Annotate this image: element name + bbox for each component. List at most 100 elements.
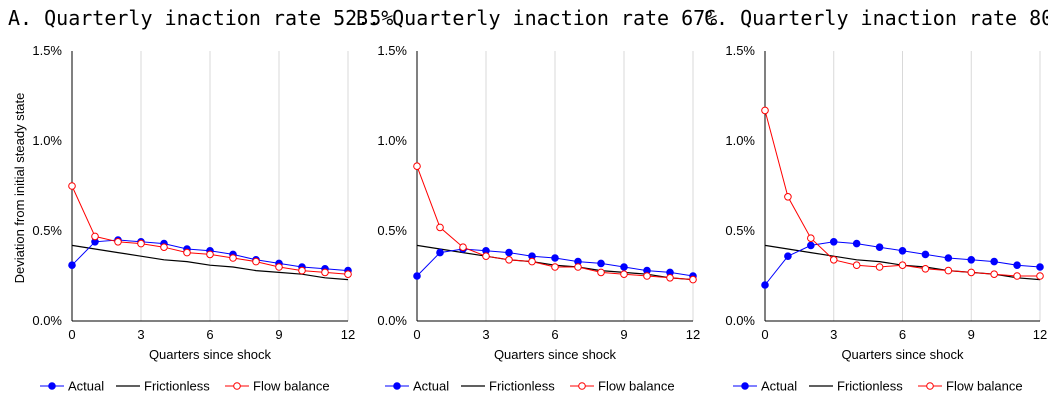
data-point-actual — [829, 238, 838, 246]
data-point-flow-balance — [829, 256, 838, 264]
data-point-actual — [505, 248, 513, 257]
data-point-actual — [990, 257, 998, 266]
x-tick-label: 0 — [68, 327, 75, 342]
x-axis-label: Quarters since shock — [841, 347, 964, 362]
y-tick-label: 0.5% — [377, 223, 407, 238]
y-tick-label: 0.0% — [32, 313, 62, 328]
data-point-flow-balance — [597, 268, 605, 277]
data-point-flow-balance — [643, 272, 651, 280]
data-point-flow-balance — [344, 270, 352, 279]
data-point-actual — [1013, 261, 1021, 270]
x-tick-label: 6 — [551, 327, 558, 342]
chart-panel-a: A. Quarterly inaction rate 52.5% 0.0% 0.5%… — [8, 6, 393, 394]
data-point-flow-balance — [551, 263, 559, 271]
data-point-flow-balance — [666, 274, 674, 282]
legend-marker-actual — [393, 382, 401, 390]
data-point-actual — [620, 263, 628, 271]
legend-marker-flow-balance — [578, 382, 586, 390]
legend-label-frictionless: Frictionless — [144, 379, 210, 394]
data-point-flow-balance — [252, 257, 260, 266]
data-point-actual — [807, 241, 815, 250]
data-point-flow-balance — [229, 254, 237, 262]
data-point-flow-balance — [275, 263, 283, 271]
data-point-actual — [852, 239, 861, 248]
x-tick-label: 6 — [206, 327, 213, 342]
panel-title: B. Quarterly inaction rate 67% — [356, 6, 717, 30]
data-point-actual — [68, 261, 76, 270]
data-point-actual — [944, 254, 953, 262]
y-axis-label: Deviation from initial steady state — [12, 93, 27, 284]
x-tick-label: 9 — [620, 327, 627, 342]
data-point-flow-balance — [183, 248, 191, 257]
x-axis-label: Quarters since shock — [494, 347, 617, 362]
data-point-flow-balance — [1036, 272, 1044, 280]
y-tick-label: 0.5% — [32, 223, 62, 238]
data-point-flow-balance — [436, 223, 444, 232]
data-point-actual — [551, 254, 559, 262]
legend-marker-actual — [48, 382, 56, 390]
chart-panel-c: C. Quarterly inaction rate 80% 0.0% 0.5% 1.… — [704, 6, 1048, 394]
y-tick-label: 0.0% — [377, 313, 407, 328]
data-point-flow-balance — [852, 261, 861, 270]
legend-label-frictionless: Frictionless — [837, 379, 903, 394]
legend-marker-flow-balance — [926, 382, 934, 390]
data-point-actual — [967, 256, 976, 264]
data-point-flow-balance — [114, 238, 122, 246]
panel-title: A. Quarterly inaction rate 52.5% — [8, 6, 393, 30]
data-point-actual — [898, 247, 907, 255]
legend-label-actual: Actual — [68, 379, 104, 394]
data-point-flow-balance — [528, 257, 536, 266]
data-point-actual — [784, 252, 792, 261]
data-point-flow-balance — [620, 270, 628, 279]
data-point-flow-balance — [413, 162, 421, 170]
data-point-actual — [921, 250, 930, 259]
data-point-actual — [597, 259, 605, 268]
panel-title: C. Quarterly inaction rate 80% — [704, 6, 1048, 30]
data-point-actual — [413, 272, 421, 280]
data-point-flow-balance — [921, 265, 930, 273]
data-point-flow-balance — [91, 232, 99, 241]
y-tick-label: 1.0% — [377, 133, 407, 148]
data-point-flow-balance — [807, 234, 815, 242]
x-tick-label: 9 — [275, 327, 282, 342]
legend-label-actual: Actual — [761, 379, 797, 394]
x-tick-label: 12 — [686, 327, 700, 342]
data-point-flow-balance — [137, 239, 145, 248]
y-tick-label: 1.0% — [32, 133, 62, 148]
legend-label-frictionless: Frictionless — [489, 379, 555, 394]
x-tick-label: 12 — [341, 327, 355, 342]
y-tick-label: 1.5% — [377, 43, 407, 58]
y-tick-label: 1.5% — [725, 43, 755, 58]
data-point-flow-balance — [875, 263, 884, 271]
y-tick-label: 0.5% — [725, 223, 755, 238]
legend-label-flow-balance: Flow balance — [598, 379, 675, 394]
data-point-flow-balance — [761, 106, 769, 115]
data-point-flow-balance — [321, 268, 329, 277]
data-point-flow-balance — [944, 266, 953, 275]
data-point-flow-balance — [206, 250, 214, 259]
data-point-flow-balance — [574, 263, 582, 271]
x-tick-label: 3 — [137, 327, 144, 342]
data-point-flow-balance — [482, 252, 490, 261]
data-point-flow-balance — [160, 243, 168, 251]
y-tick-label: 1.0% — [725, 133, 755, 148]
legend-label-flow-balance: Flow balance — [253, 379, 330, 394]
x-tick-label: 12 — [1033, 327, 1047, 342]
data-point-flow-balance — [298, 266, 306, 275]
x-tick-label: 0 — [413, 327, 420, 342]
data-point-actual — [1036, 263, 1044, 271]
legend-label-actual: Actual — [413, 379, 449, 394]
legend-label-flow-balance: Flow balance — [946, 379, 1023, 394]
x-tick-label: 9 — [968, 327, 975, 342]
legend-marker-flow-balance — [233, 382, 241, 390]
y-tick-label: 1.5% — [32, 43, 62, 58]
data-point-flow-balance — [1013, 272, 1021, 280]
data-point-actual — [436, 248, 444, 257]
data-point-actual — [875, 243, 884, 251]
data-point-flow-balance — [505, 256, 513, 264]
x-tick-label: 6 — [899, 327, 906, 342]
data-point-actual — [761, 281, 769, 289]
y-tick-label: 0.0% — [725, 313, 755, 328]
x-tick-label: 3 — [830, 327, 837, 342]
